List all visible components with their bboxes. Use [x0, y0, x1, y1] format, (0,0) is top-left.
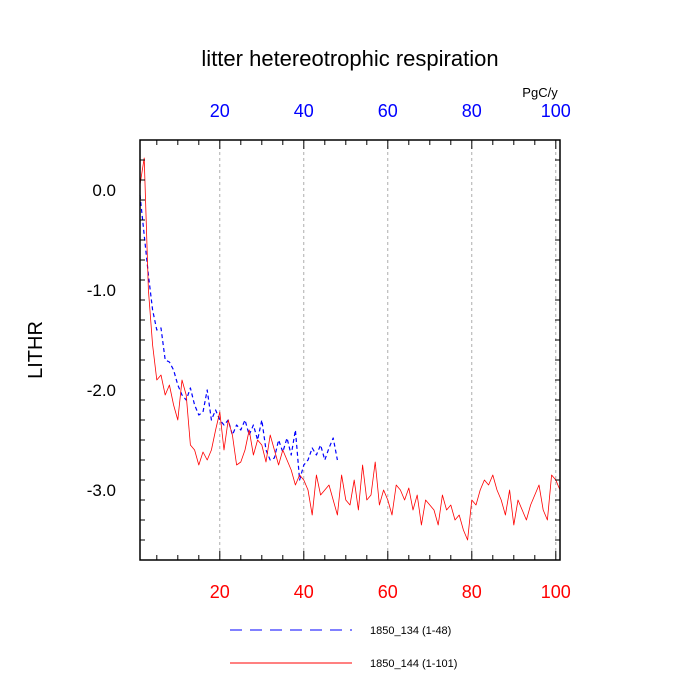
grid-lines [219, 140, 557, 560]
x-top-tick-label-4: 100 [541, 101, 571, 121]
x-bottom-tick-label-0: 20 [210, 582, 230, 602]
top-axis-units: PgC/y [522, 85, 558, 100]
x-bottom-tick-label-2: 60 [378, 582, 398, 602]
chart-title: litter hetereotrophic respiration [201, 46, 498, 71]
y-tick-label-0: 0.0 [92, 181, 116, 200]
legend-label-1: 1850_144 (1-101) [370, 658, 457, 670]
x-top-tick-label-2: 60 [378, 101, 398, 121]
x-bottom-tick-label-4: 100 [541, 582, 571, 602]
x-bottom-tick-label-3: 80 [462, 582, 482, 602]
legend: 1850_134 (1-48) 1850_144 (1-101) [230, 625, 457, 670]
y-tick-label-2: -2.0 [87, 381, 116, 400]
tick-labels: 20 40 60 80 100 20 40 60 80 100 0.0 -1.0 -2.0 -3.0 [87, 101, 571, 602]
series-line-1 [139, 157, 561, 541]
axis-ticks [140, 139, 560, 560]
series-line-0 [139, 194, 338, 481]
y-tick-label-1: -1.0 [87, 281, 116, 300]
plot-frame [139, 139, 561, 561]
x-top-tick-label-3: 80 [462, 101, 482, 121]
series-lines [139, 157, 561, 541]
y-axis-label: LITHR [25, 321, 47, 379]
x-top-tick-label-1: 40 [294, 101, 314, 121]
x-bottom-tick-label-1: 40 [294, 582, 314, 602]
x-top-tick-label-0: 20 [210, 101, 230, 121]
y-tick-label-3: -3.0 [87, 481, 116, 500]
legend-label-0: 1850_134 (1-48) [370, 625, 451, 637]
